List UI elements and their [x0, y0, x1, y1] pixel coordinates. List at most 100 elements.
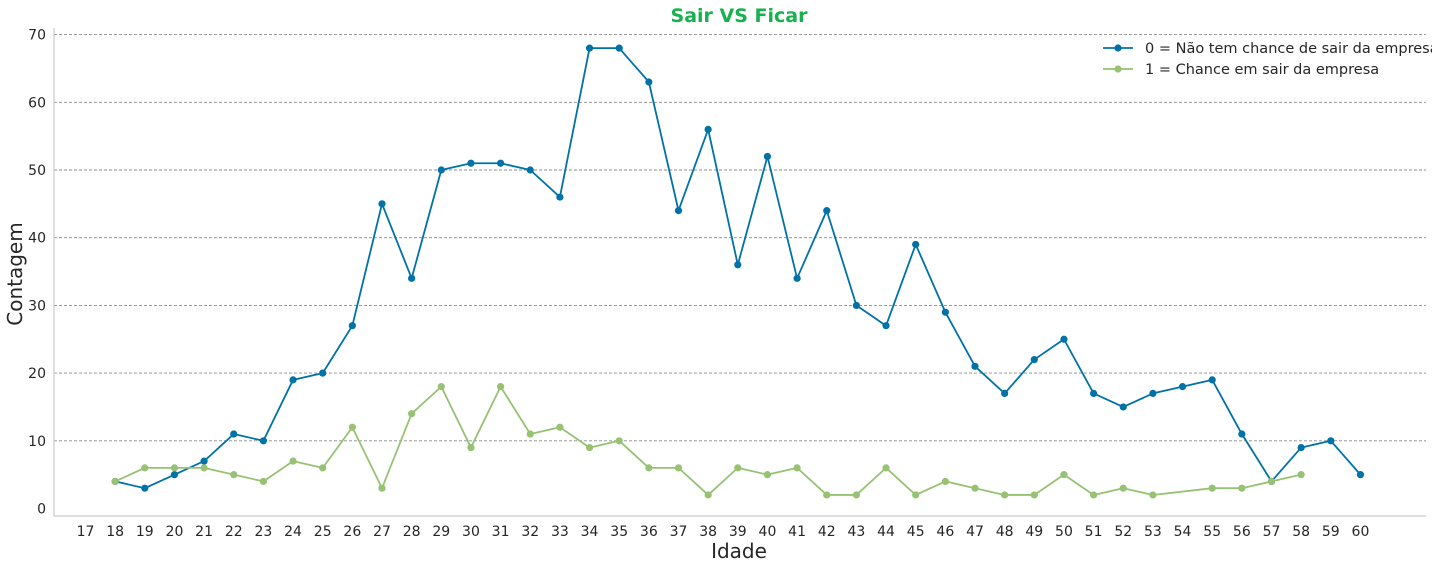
- data-point: [971, 484, 979, 492]
- data-point: [319, 464, 327, 472]
- x-tick-label: 60: [1352, 524, 1370, 540]
- x-tick-label: 20: [166, 524, 184, 540]
- data-point: [1119, 403, 1127, 411]
- x-tick-label: 42: [818, 524, 836, 540]
- data-point: [497, 383, 505, 391]
- legend-label: 0 = Não tem chance de sair da empresa: [1145, 41, 1432, 57]
- data-point: [378, 200, 386, 208]
- y-tick-labels: 0 10 20 30 40 50 60 70: [28, 28, 46, 518]
- data-point: [437, 166, 445, 174]
- gridlines: [54, 34, 1426, 442]
- data-point: [1030, 491, 1038, 499]
- data-point: [259, 477, 267, 486]
- data-point: [1297, 443, 1305, 452]
- y-tick-label: 50: [28, 163, 46, 179]
- x-tick-labels: 17 18 19 20 21 22 23 24 25 26 27 28 29 30 31 32 33 34 35 36…: [77, 524, 1370, 540]
- data-point: [526, 430, 534, 438]
- x-axis-label: Idade: [711, 539, 767, 563]
- data-point: [437, 383, 445, 391]
- legend-label: 1 = Chance em sair da empresa: [1145, 62, 1379, 78]
- data-point: [882, 322, 890, 330]
- x-tick-label: 19: [136, 524, 154, 540]
- data-point: [1267, 477, 1276, 486]
- data-point: [1238, 484, 1246, 492]
- x-tick-label: 21: [195, 524, 213, 540]
- data-point: [348, 322, 356, 330]
- data-point: [912, 240, 920, 249]
- series-1: [111, 383, 1305, 499]
- data-point: [615, 437, 623, 445]
- x-tick-label: 39: [729, 524, 747, 540]
- x-tick-label: 27: [373, 524, 391, 540]
- data-point: [912, 491, 920, 499]
- data-point: [1327, 437, 1335, 445]
- data-point: [882, 464, 890, 472]
- x-tick-label: 26: [343, 524, 361, 540]
- data-point: [793, 274, 801, 282]
- data-point: [852, 301, 861, 309]
- y-axis-label: Contagem: [3, 222, 27, 325]
- x-tick-label: 23: [254, 524, 272, 540]
- data-point: [170, 471, 179, 479]
- x-tick-label: 51: [1085, 524, 1103, 540]
- data-point: [585, 44, 594, 52]
- data-point: [1060, 335, 1068, 343]
- legend-item-0: 0 = Não tem chance de sair da empresa: [1103, 41, 1432, 57]
- data-point: [170, 464, 179, 472]
- x-tick-label: 40: [759, 524, 777, 540]
- data-point: [823, 491, 831, 499]
- data-point: [1060, 471, 1068, 479]
- data-point: [1208, 376, 1216, 384]
- data-point: [734, 261, 742, 269]
- data-point: [585, 443, 594, 452]
- x-tick-label: 17: [77, 524, 95, 540]
- y-tick-label: 70: [28, 28, 46, 44]
- legend-marker: [1114, 44, 1122, 52]
- x-tick-label: 18: [106, 524, 124, 540]
- data-point: [1149, 491, 1157, 499]
- data-point: [1001, 491, 1009, 499]
- data-point: [319, 369, 327, 377]
- data-point: [141, 464, 149, 472]
- x-tick-label: 37: [670, 524, 688, 540]
- data-point: [1356, 471, 1365, 479]
- x-tick-label: 31: [492, 524, 510, 540]
- data-point: [645, 78, 653, 86]
- x-tick-label: 22: [225, 524, 243, 540]
- x-tick-label: 28: [403, 524, 421, 540]
- data-point: [467, 159, 475, 167]
- x-tick-label: 55: [1203, 524, 1221, 540]
- x-tick-label: 57: [1263, 524, 1281, 540]
- data-point: [1090, 389, 1098, 398]
- data-point: [674, 464, 683, 472]
- data-point: [971, 362, 979, 370]
- legend: 0 = Não tem chance de sair da empresa 1 =…: [1103, 41, 1432, 78]
- data-point: [230, 471, 238, 479]
- x-tick-label: 48: [996, 524, 1014, 540]
- data-point: [1149, 389, 1157, 398]
- data-point: [1001, 389, 1009, 398]
- series-line: [114, 385, 1302, 496]
- legend-marker: [1114, 65, 1122, 73]
- legend-item-1: 1 = Chance em sair da empresa: [1103, 62, 1379, 78]
- data-point: [852, 491, 861, 499]
- data-point: [1030, 355, 1038, 364]
- x-tick-label: 45: [907, 524, 925, 540]
- x-tick-label: 30: [462, 524, 480, 540]
- y-tick-label: 10: [28, 434, 46, 450]
- data-point: [1178, 383, 1187, 391]
- data-point: [111, 477, 119, 486]
- x-tick-label: 59: [1322, 524, 1340, 540]
- data-point: [141, 484, 149, 492]
- data-point: [467, 443, 475, 452]
- data-point: [230, 430, 238, 438]
- x-tick-label: 34: [581, 524, 599, 540]
- y-tick-label: 20: [28, 366, 46, 382]
- x-tick-label: 52: [1114, 524, 1132, 540]
- data-point: [1119, 484, 1127, 492]
- data-point: [704, 125, 712, 133]
- data-point: [408, 274, 416, 282]
- data-point: [704, 491, 712, 499]
- y-tick-label: 0: [37, 502, 46, 518]
